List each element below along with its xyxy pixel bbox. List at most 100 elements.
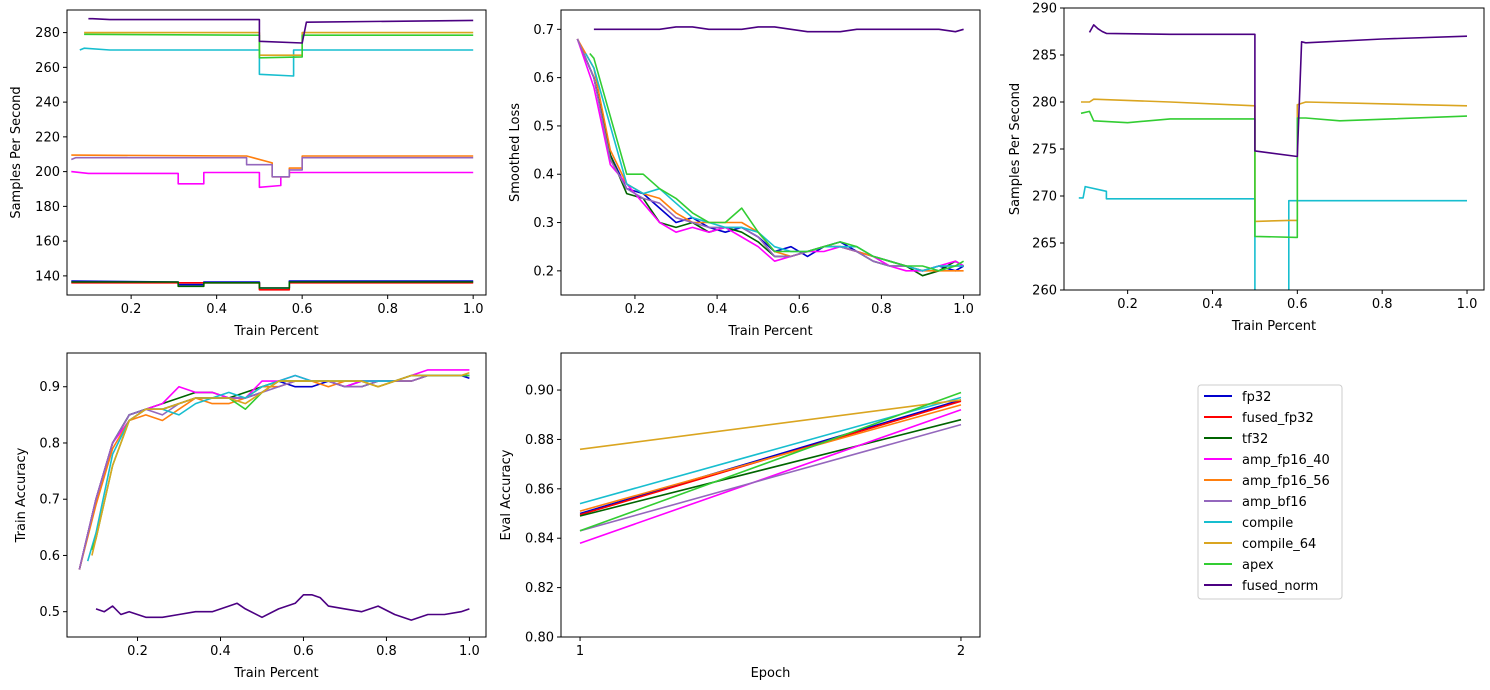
series-group — [70, 17, 474, 291]
eval-accuracy-chart: 1 2 0.80 0.82 0.84 0.86 0.88 0.90 Epoch Eval Accu… — [499, 352, 981, 681]
x-axis-label: Train Percent — [1231, 319, 1316, 334]
x-tick-label: 0.4 — [206, 302, 227, 317]
series-line-amp_fp16_40 — [78, 369, 470, 570]
series-line-amp_fp16_40 — [579, 409, 962, 544]
legend-frame — [1197, 384, 1343, 600]
y-tick-label: 0.90 — [525, 384, 554, 399]
series-line-tf32 — [576, 38, 965, 277]
series-line-amp_fp16_56 — [579, 404, 962, 512]
legend-label-amp_fp16_40: amp_fp16_40 — [1242, 453, 1330, 468]
series-group — [576, 26, 965, 277]
legend-label-apex: apex — [1242, 558, 1274, 573]
x-tick-label: 0.2 — [1117, 297, 1138, 312]
series-line-apex — [91, 374, 470, 551]
y-tick-label: 260 — [1032, 284, 1057, 299]
x-tick-label: 0.6 — [789, 302, 810, 317]
x-tick-label: 0.8 — [1372, 297, 1393, 312]
y-tick-label: 280 — [1032, 96, 1057, 111]
samples-per-second-zoom-chart: 0.2 0.4 0.6 0.8 1.0 260 265 270 275 280 285 290 Trai… — [1008, 2, 1485, 334]
train-accuracy-chart: 0.2 0.4 0.6 0.8 1.0 0.5 0.6 0.7 0.8 0.9 Train Perc… — [14, 352, 487, 681]
series-line-amp_bf16 — [78, 374, 470, 570]
series-line-tf32 — [78, 374, 470, 570]
x-tick-label: 2 — [957, 644, 965, 659]
series-line-apex — [84, 33, 474, 59]
y-tick-label: 0.9 — [39, 380, 60, 395]
y-tick-label: 0.6 — [533, 71, 554, 86]
series-line-amp_fp16_40 — [576, 38, 965, 272]
y-axis-label: Smoothed Loss — [508, 103, 523, 202]
y-tick-label: 180 — [35, 200, 60, 215]
x-tick-label: 0.6 — [1287, 297, 1308, 312]
x-tick-label: 0.6 — [293, 644, 314, 659]
legend-label-compile_64: compile_64 — [1242, 537, 1316, 552]
y-tick-label: 280 — [35, 26, 60, 41]
series-line-amp_fp16_56 — [78, 374, 470, 570]
legend-label-amp_bf16: amp_bf16 — [1242, 495, 1307, 510]
y-tick-label: 0.2 — [533, 264, 554, 279]
y-tick-label: 0.5 — [533, 119, 554, 134]
y-axis-label: Eval Accuracy — [499, 449, 514, 540]
x-tick-label: 1.0 — [953, 302, 974, 317]
samples-per-second-chart: 0.2 0.4 0.6 0.8 1.0 140 160 180 200 220 240 260 280 T… — [9, 9, 487, 339]
x-tick-label: 1 — [576, 644, 584, 659]
axes-frame — [66, 352, 487, 638]
y-tick-label: 275 — [1032, 143, 1057, 158]
smoothed-loss-chart: 0.2 0.4 0.6 0.8 1.0 0.2 0.3 0.4 0.5 0.6 0.7 Train P… — [508, 9, 981, 339]
x-tick-label: 0.8 — [871, 302, 892, 317]
x-tick-label: 0.8 — [377, 302, 398, 317]
series-line-compile — [1078, 185, 1467, 290]
x-tick-label: 1.0 — [459, 644, 480, 659]
series-line-compile — [79, 47, 474, 77]
y-tick-label: 160 — [35, 235, 60, 250]
series-line-compile_64 — [84, 31, 474, 57]
series-line-amp_bf16 — [576, 38, 964, 272]
y-tick-label: 0.4 — [533, 168, 554, 183]
y-tick-label: 285 — [1032, 49, 1057, 64]
x-tick-label: 0.2 — [625, 302, 646, 317]
y-tick-label: 260 — [35, 61, 60, 76]
y-axis-label: Train Accuracy — [14, 447, 29, 543]
y-tick-label: 265 — [1032, 237, 1057, 252]
series-line-tf32 — [579, 418, 962, 517]
y-tick-label: 0.8 — [39, 436, 60, 451]
x-tick-label: 1.0 — [463, 302, 484, 317]
series-line-apex — [579, 391, 962, 532]
y-tick-label: 0.86 — [525, 482, 554, 497]
series-line-tf32 — [71, 281, 474, 289]
series-line-fused_norm — [1088, 24, 1468, 158]
series-group — [78, 369, 470, 621]
y-tick-label: 0.82 — [525, 581, 554, 596]
x-tick-label: 0.8 — [376, 644, 397, 659]
series-line-amp_bf16 — [579, 423, 962, 532]
y-tick-label: 0.7 — [39, 493, 60, 508]
x-tick-label: 0.4 — [210, 644, 231, 659]
y-tick-label: 0.88 — [525, 433, 554, 448]
series-line-compile — [584, 53, 964, 272]
series-line-fp32 — [78, 374, 470, 570]
series-line-fused_norm — [95, 593, 470, 621]
series-group — [579, 391, 962, 544]
x-tick-label: 0.4 — [707, 302, 728, 317]
series-line-apex — [589, 52, 965, 272]
y-axis-label: Samples Per Second — [9, 86, 24, 218]
axes-frame — [66, 9, 487, 296]
series-group — [1078, 24, 1468, 290]
legend-label-fp32: fp32 — [1242, 390, 1271, 405]
series-line-fp32 — [576, 38, 965, 272]
x-tick-label: 0.6 — [292, 302, 313, 317]
y-tick-label: 0.5 — [39, 605, 60, 620]
axes-frame — [1063, 7, 1485, 291]
y-tick-label: 270 — [1032, 190, 1057, 205]
x-axis-label: Train Percent — [233, 324, 318, 339]
y-tick-label: 240 — [35, 96, 60, 111]
series-line-apex — [1080, 110, 1468, 239]
x-tick-label: 1.0 — [1457, 297, 1478, 312]
legend: fp32 fused_fp32 tf32 amp_fp16_40 amp_fp16_56… — [1197, 384, 1343, 600]
y-tick-label: 140 — [35, 269, 60, 284]
y-tick-label: 0.80 — [525, 631, 554, 646]
series-line-fused_norm — [88, 17, 474, 44]
y-tick-label: 290 — [1032, 2, 1057, 17]
series-line-fused_norm — [593, 26, 964, 33]
series-line-compile_64 — [91, 371, 470, 556]
x-tick-label: 0.2 — [127, 644, 148, 659]
